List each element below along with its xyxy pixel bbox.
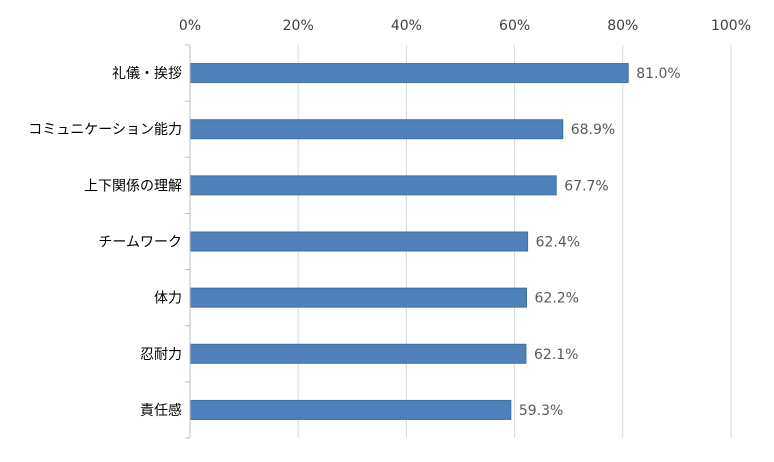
data-label: 67.7% bbox=[564, 178, 608, 194]
x-tick-label: 100% bbox=[711, 18, 751, 34]
data-label: 59.3% bbox=[519, 403, 563, 419]
x-tick-label: 20% bbox=[283, 18, 314, 34]
bar bbox=[189, 231, 529, 252]
data-label: 62.2% bbox=[535, 291, 579, 307]
bar bbox=[189, 63, 629, 84]
data-label: 62.1% bbox=[534, 347, 578, 363]
bar bbox=[189, 343, 527, 364]
bar bbox=[189, 399, 512, 420]
x-tick-label: 80% bbox=[607, 18, 638, 34]
category-label: 忍耐力 bbox=[140, 347, 182, 363]
category-label: 上下関係の理解 bbox=[84, 178, 182, 194]
bar bbox=[189, 119, 564, 140]
x-tick-label: 0% bbox=[179, 18, 201, 34]
data-label: 81.0% bbox=[636, 66, 680, 82]
bar bbox=[189, 287, 528, 308]
x-tick-label: 40% bbox=[391, 18, 422, 34]
x-tick-label: 60% bbox=[499, 18, 530, 34]
x-axis-ticks: 0% 20% 40% 60% 80% 100% bbox=[179, 18, 751, 34]
data-labels: 81.0% 68.9% 67.7% 62.4% 62.2% 62.1% 59.3% bbox=[519, 66, 681, 419]
data-label: 62.4% bbox=[536, 235, 580, 251]
category-label: 体力 bbox=[154, 291, 182, 307]
category-label: 責任感 bbox=[140, 402, 182, 419]
bars bbox=[189, 63, 629, 420]
category-label: チームワーク bbox=[98, 235, 182, 251]
category-label: コミュニケーション能力 bbox=[28, 122, 182, 138]
data-label: 68.9% bbox=[571, 122, 615, 138]
category-label: 礼儀・挨拶 bbox=[112, 66, 182, 82]
bar bbox=[189, 175, 557, 196]
